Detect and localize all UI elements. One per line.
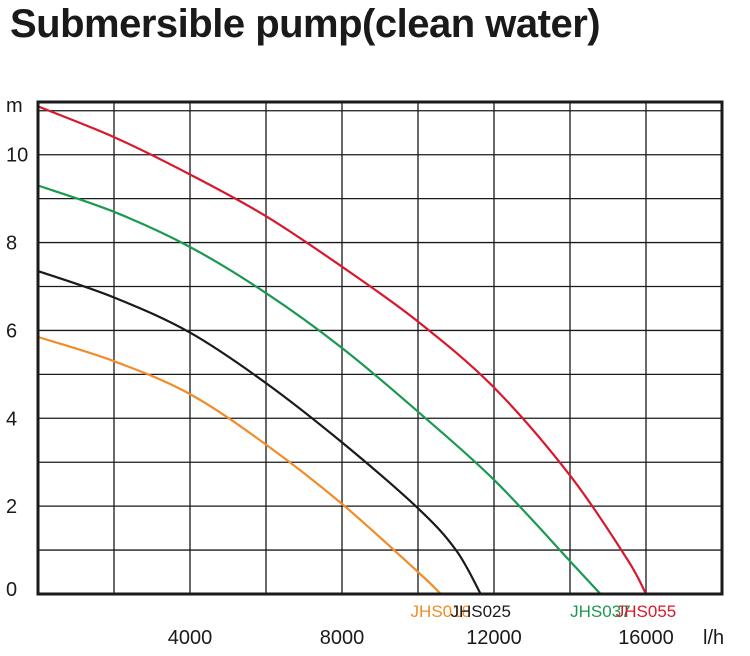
legend-jhs055: JHS055	[616, 602, 676, 621]
grid-lines	[38, 102, 722, 594]
y-tick-label: 10	[6, 145, 28, 167]
plot-frame	[36, 100, 724, 596]
x-axis-label: l/h	[703, 627, 724, 649]
legend-jhs018: JHS018	[411, 602, 471, 621]
legend-jhs037: JHS037	[570, 602, 630, 621]
legend-jhs025: JHS025	[450, 602, 510, 621]
curve-jhs025	[37, 270, 482, 595]
y-axis-label: m	[6, 95, 23, 117]
y-tick-label: 6	[6, 320, 17, 342]
curve-jhs037	[37, 184, 602, 595]
y-tick-label: 0	[6, 579, 17, 601]
y-tick-label: 4	[6, 408, 17, 430]
chart-title: Submersible pump(clean water)	[10, 2, 601, 46]
x-tick-label: 12000	[466, 627, 522, 649]
curve-jhs055	[37, 105, 647, 595]
y-tick-label: 8	[6, 233, 17, 255]
x-tick-label: 8000	[320, 627, 365, 649]
curve-jhs018	[37, 335, 442, 595]
x-axis-ticks: 4000 8000 12000 16000	[168, 627, 674, 649]
y-tick-label: 2	[6, 496, 17, 518]
y-axis-ticks: 0 2 4 6 8 10	[6, 145, 28, 601]
x-tick-label: 4000	[168, 627, 213, 649]
curves	[37, 105, 647, 595]
x-tick-label: 16000	[618, 627, 674, 649]
